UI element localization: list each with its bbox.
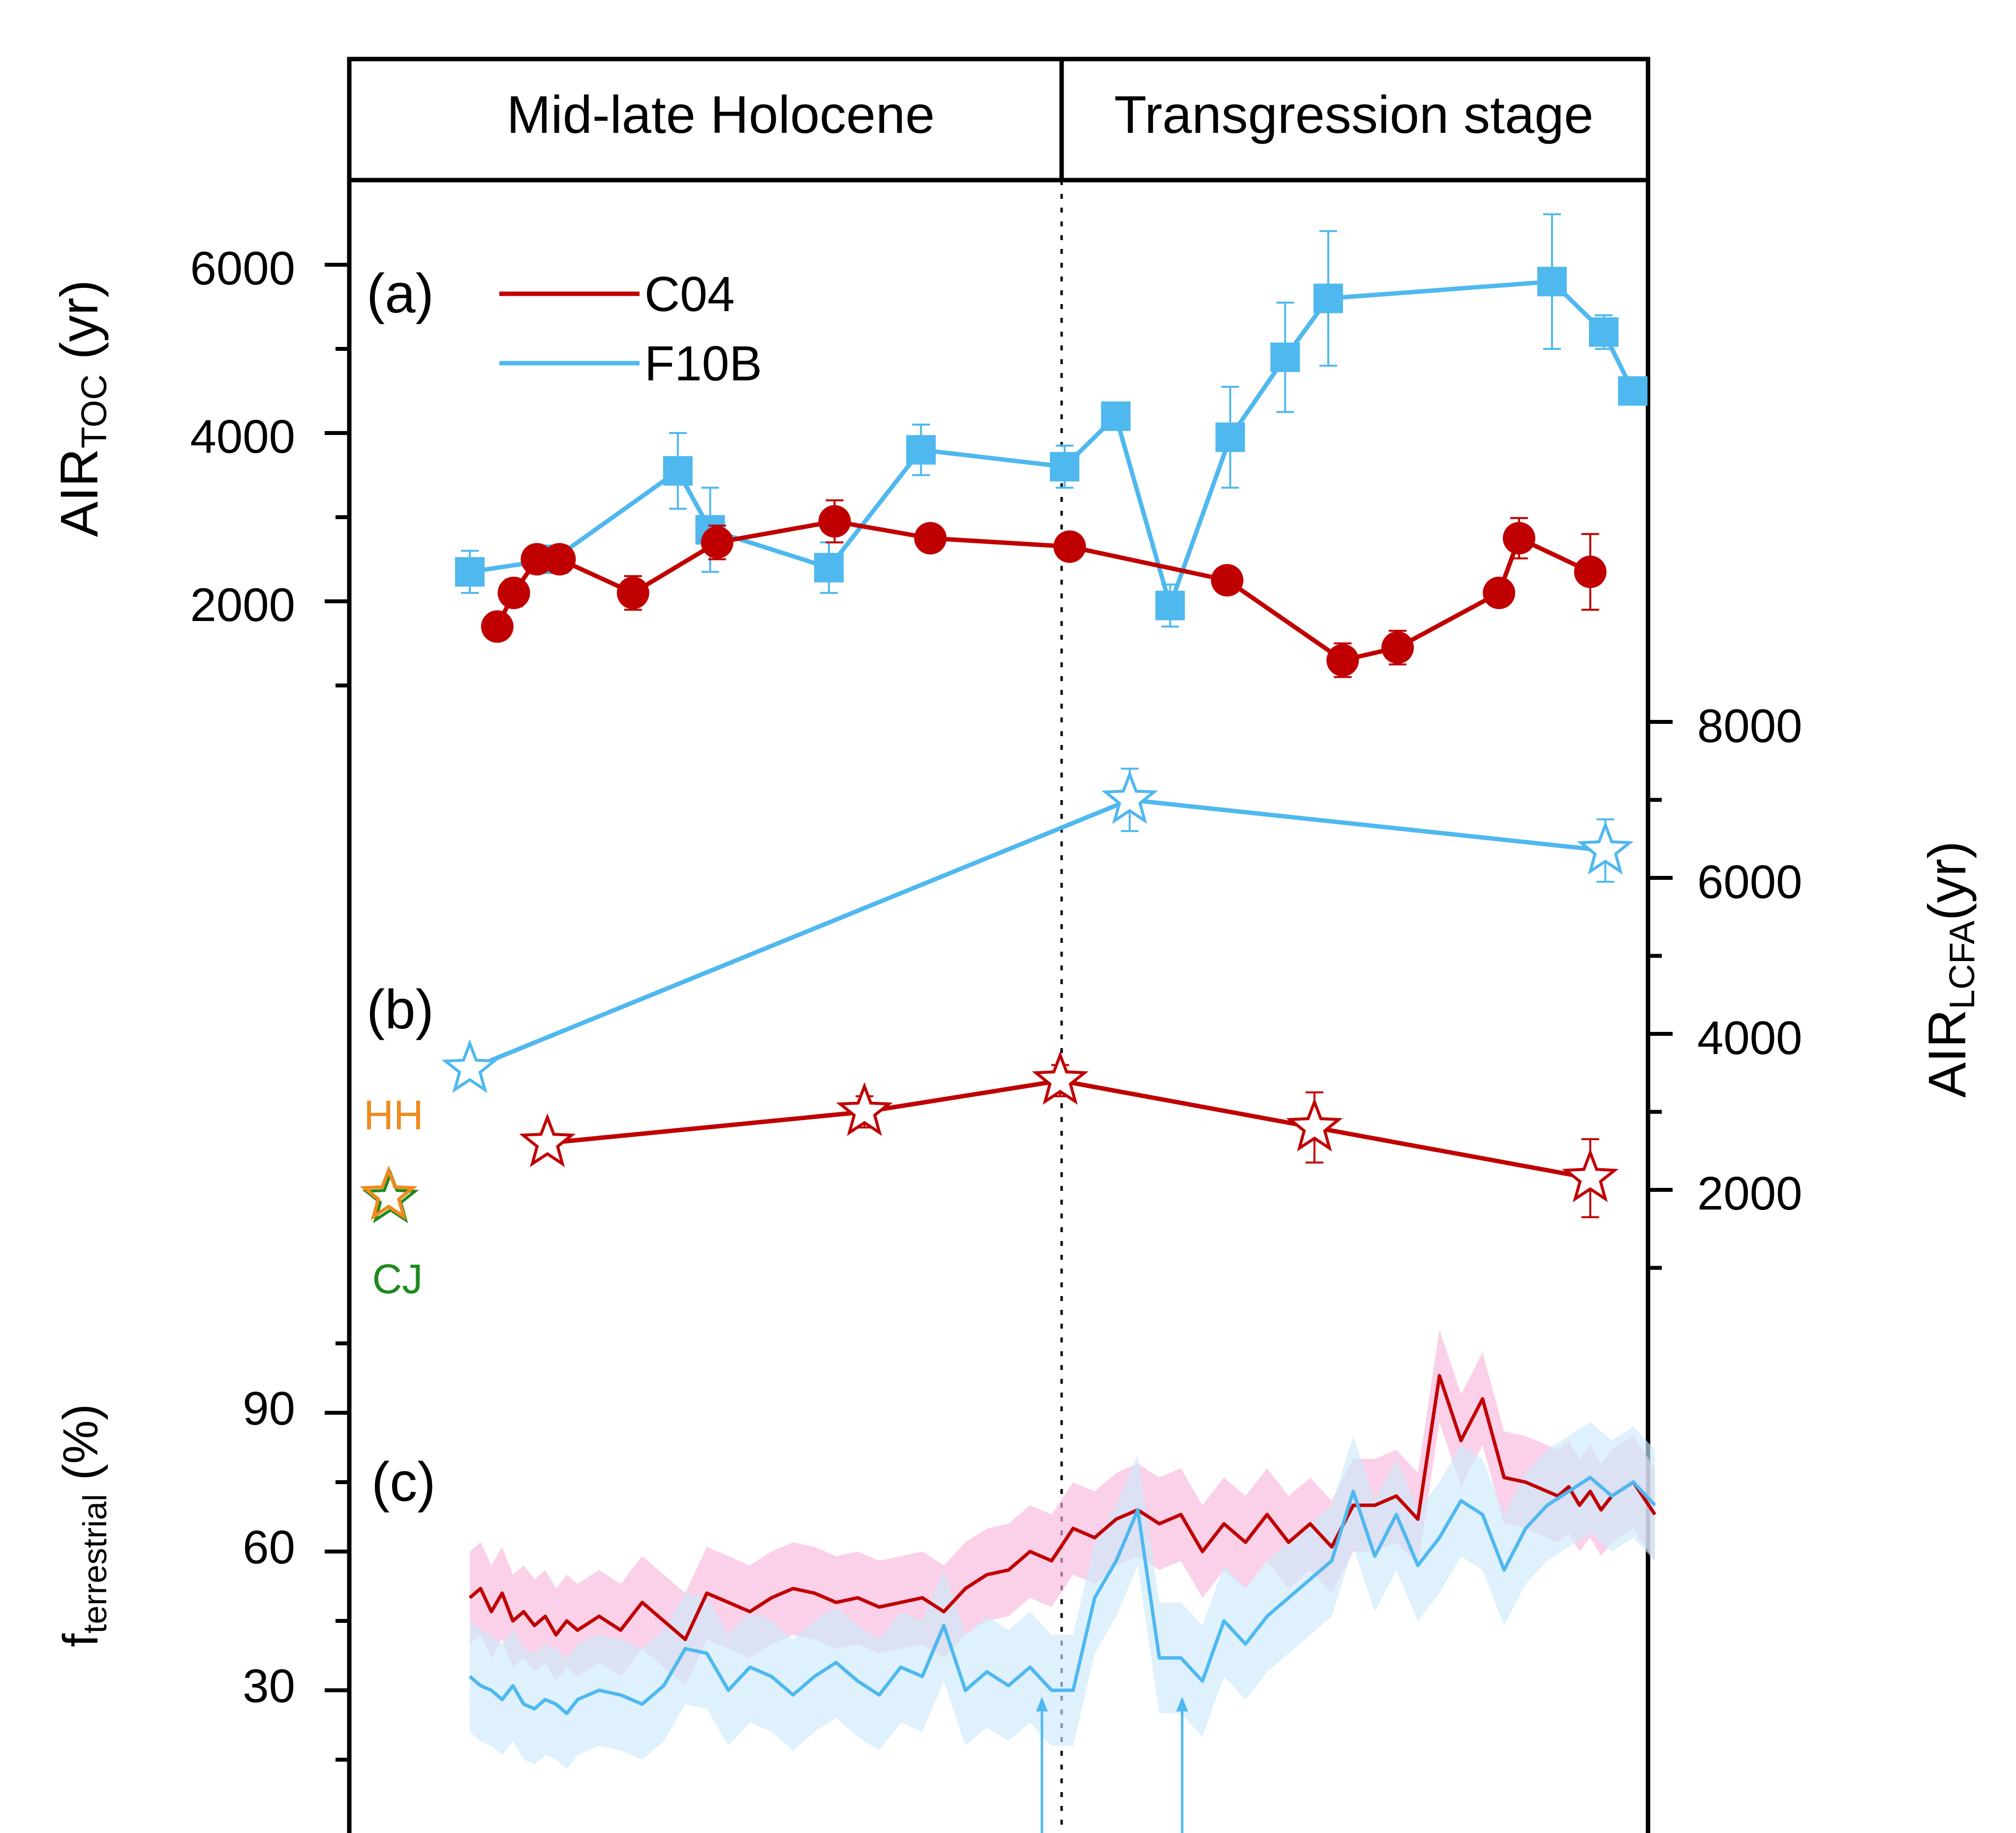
reference-label-hh: HH <box>364 1092 423 1138</box>
star-marker-f10b <box>1577 821 1634 875</box>
data-point-c04 <box>481 610 514 643</box>
data-point-c04 <box>520 543 553 576</box>
series-line-c04 <box>468 1374 1656 1642</box>
stage-label-mid-late-holocene: Mid-late Holocene <box>507 85 935 144</box>
axis-title-air-lcfa: AIRLCFA(yr) <box>1917 841 1982 1098</box>
panel-a-series <box>455 213 1648 678</box>
star-marker-c04 <box>1032 1051 1089 1105</box>
axis-title-f-terrestrial: fterrestrial (%) <box>53 1404 114 1647</box>
data-point-c04 <box>543 543 576 576</box>
data-point-c04 <box>1502 522 1535 555</box>
data-point-f10b <box>1588 317 1619 347</box>
data-point-f10b <box>906 435 936 465</box>
arrow-up-icon <box>1036 1697 1048 1833</box>
data-point-f10b <box>1101 401 1131 431</box>
legend-label-f10b: F10B <box>644 336 762 391</box>
series-line-f10b <box>468 1476 1656 1715</box>
panel-label-b: (b) <box>367 979 434 1040</box>
data-point-c04 <box>1381 631 1414 664</box>
panel-label-c: (c) <box>371 1451 436 1513</box>
data-point-f10b <box>1618 376 1648 406</box>
lcfa-tick-label: 4000 <box>1697 1012 1802 1064</box>
data-point-f10b <box>663 456 693 486</box>
data-point-c04 <box>1574 556 1607 589</box>
data-point-f10b <box>455 557 485 587</box>
data-point-f10b <box>1050 452 1080 482</box>
lcfa-tick-label: 2000 <box>1697 1167 1802 1220</box>
arrow-up-icon <box>1176 1697 1188 1833</box>
data-point-f10b <box>1155 590 1185 621</box>
toc-tick-label: 6000 <box>190 242 295 295</box>
legend: C04 F10B <box>499 267 762 391</box>
data-point-f10b <box>1313 283 1343 313</box>
data-point-f10b <box>1215 422 1245 452</box>
data-point-c04 <box>1053 530 1086 563</box>
fterr-tick-label: 30 <box>243 1660 295 1712</box>
axis-f-terrestrial <box>325 1341 349 1762</box>
axis-title-air-toc: AIRTOC (yr) <box>49 280 114 537</box>
data-point-c04 <box>616 576 649 609</box>
series-line-f10b <box>469 279 1635 608</box>
uncertainty-band-c04 <box>470 1329 1655 1686</box>
panel-c-lines <box>468 1374 1656 1715</box>
data-point-c04 <box>914 522 947 555</box>
legend-label-c04: C04 <box>644 267 734 322</box>
stage-label-transgression: Transgression stage <box>1114 85 1593 144</box>
data-point-f10b <box>1270 342 1300 373</box>
data-point-c04 <box>497 576 530 609</box>
axis-air-toc <box>325 263 349 687</box>
star-marker-c04 <box>836 1082 893 1136</box>
star-marker-f10b <box>441 1039 498 1093</box>
series-line-c04 <box>495 519 1591 663</box>
star-marker-c04 <box>1286 1097 1343 1152</box>
series-line-f10b <box>469 798 1606 1071</box>
lcfa-tick-label: 6000 <box>1697 856 1802 908</box>
star-marker-f10b <box>1101 770 1158 824</box>
plot-frame <box>347 180 1650 1833</box>
fterr-tick-label: 90 <box>243 1382 295 1435</box>
toc-tick-label: 4000 <box>190 410 295 463</box>
toc-tick-label: 2000 <box>190 579 295 631</box>
data-point-f10b <box>814 553 844 583</box>
panel-b-series <box>441 768 1634 1218</box>
star-marker-hh <box>360 1165 418 1221</box>
data-point-c04 <box>1326 644 1359 677</box>
data-point-c04 <box>1483 576 1516 609</box>
star-marker-c04 <box>519 1113 576 1167</box>
axis-air-lcfa <box>1648 720 1673 1270</box>
data-point-c04 <box>701 526 733 559</box>
fterr-tick-label: 60 <box>243 1521 295 1574</box>
sample-arrows <box>1036 1697 1188 1833</box>
data-point-c04 <box>1211 564 1244 597</box>
data-point-c04 <box>818 505 851 538</box>
panel-label-a: (a) <box>367 263 434 324</box>
lcfa-tick-label: 8000 <box>1697 700 1802 752</box>
reference-label-cj: CJ <box>372 1256 423 1302</box>
reference-markers <box>360 1165 419 1223</box>
star-marker-c04 <box>1562 1148 1619 1203</box>
stage-header: Mid-late Holocene Transgression stage <box>347 57 1650 183</box>
data-point-f10b <box>1537 267 1567 297</box>
